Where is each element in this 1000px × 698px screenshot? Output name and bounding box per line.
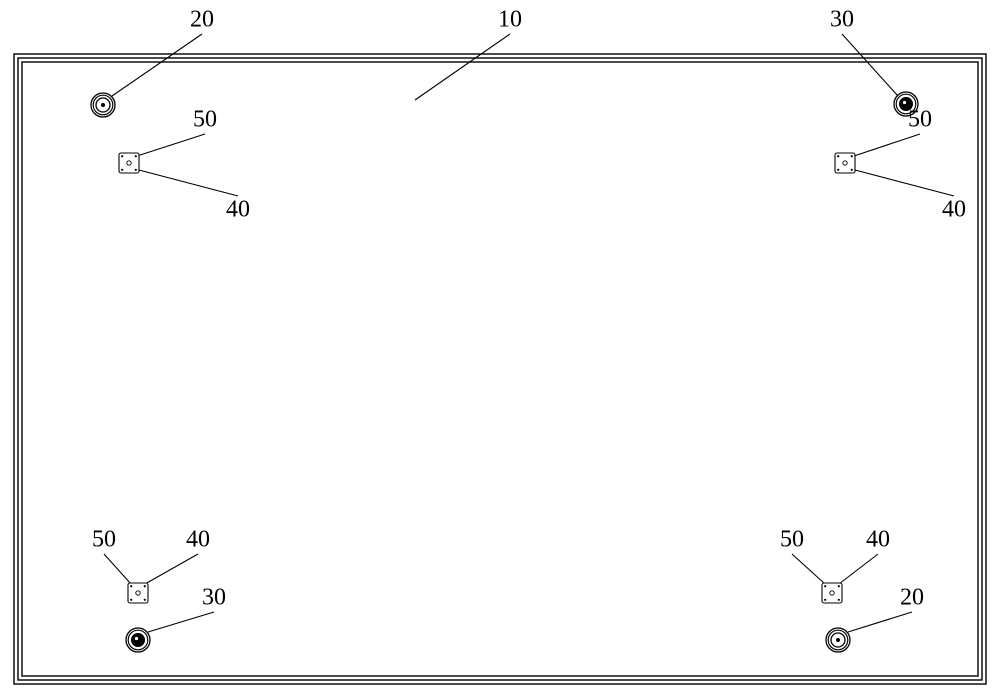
label-square-s_bl-0: 50: [92, 527, 116, 554]
square-marker: [835, 153, 855, 173]
label-panel: 10: [498, 7, 522, 34]
leader-line: [137, 134, 205, 156]
label-square-s_tr-1: 40: [942, 197, 966, 224]
leader-line: [839, 554, 878, 584]
leader-line: [854, 134, 920, 156]
diagram-svg: [0, 0, 1000, 698]
label-square-s_br-1: 40: [866, 527, 890, 554]
label-square-s_bl-1: 40: [186, 527, 210, 554]
label-circle-c_br: 20: [900, 585, 924, 612]
square-marker: [119, 153, 139, 173]
label-circle-c_bl: 30: [202, 585, 226, 612]
square-marker: [128, 583, 148, 603]
label-circle-c_tr: 30: [830, 7, 854, 34]
leader-line: [148, 612, 214, 632]
label-square-s_tl-1: 40: [226, 197, 250, 224]
label-circle-c_tl: 20: [190, 7, 214, 34]
label-square-s_br-0: 50: [780, 527, 804, 554]
label-square-s_tr-0: 50: [908, 107, 932, 134]
label-square-s_tl-0: 50: [193, 107, 217, 134]
leader-line: [415, 34, 510, 100]
leader-line: [792, 554, 825, 584]
leader-line: [855, 170, 954, 196]
leader-line: [112, 34, 202, 96]
circle-marker: [826, 628, 850, 652]
square-marker: [822, 583, 842, 603]
leader-line: [139, 170, 238, 196]
circle-marker: [126, 628, 150, 652]
circle-marker: [91, 93, 115, 117]
leader-line: [842, 34, 898, 96]
leader-line: [145, 554, 198, 584]
diagram-stage: 10 20 30 30 20 50 40 50 40 50 40 50 40: [0, 0, 1000, 698]
leader-line: [104, 554, 131, 584]
leader-line: [848, 612, 912, 632]
